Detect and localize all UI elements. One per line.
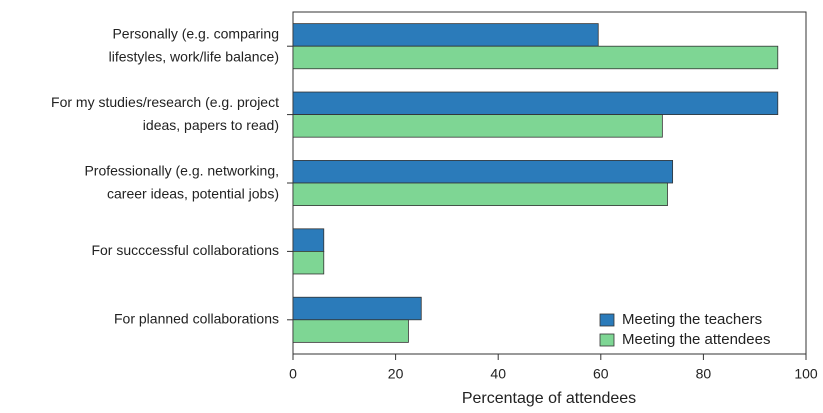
- bar: [292, 182, 668, 206]
- legend-swatch: [599, 313, 615, 327]
- legend-swatch: [599, 333, 615, 347]
- bar: [292, 160, 674, 184]
- bar: [292, 23, 599, 47]
- bar: [292, 296, 422, 321]
- legend-label: Meeting the teachers: [622, 311, 762, 328]
- x-axis-label: Percentage of attendees: [462, 390, 636, 407]
- x-tick-label: 20: [388, 366, 404, 382]
- x-tick-label: 100: [794, 366, 818, 382]
- x-tick-label: 0: [289, 366, 297, 382]
- bar: [292, 114, 663, 138]
- legend-label: Meeting the attendees: [622, 331, 770, 348]
- y-tick-label: For planned collaborations: [114, 311, 279, 327]
- bar: [292, 228, 325, 252]
- y-tick-label: For succcessful collaborations: [91, 242, 279, 258]
- x-tick-label: 60: [593, 366, 609, 382]
- bar: [292, 319, 409, 343]
- y-tick-label: For my studies/research (e.g. project ide…: [51, 94, 279, 133]
- y-tick-label: Professionally (e.g. networking, career i…: [84, 162, 279, 201]
- bar: [292, 45, 779, 70]
- x-tick-label: 80: [696, 366, 712, 382]
- y-tick-label: Personally (e.g. comparing lifestyles, wo…: [109, 25, 279, 64]
- bar: [292, 250, 325, 275]
- x-tick-label: 40: [490, 366, 506, 382]
- bar: [292, 91, 779, 116]
